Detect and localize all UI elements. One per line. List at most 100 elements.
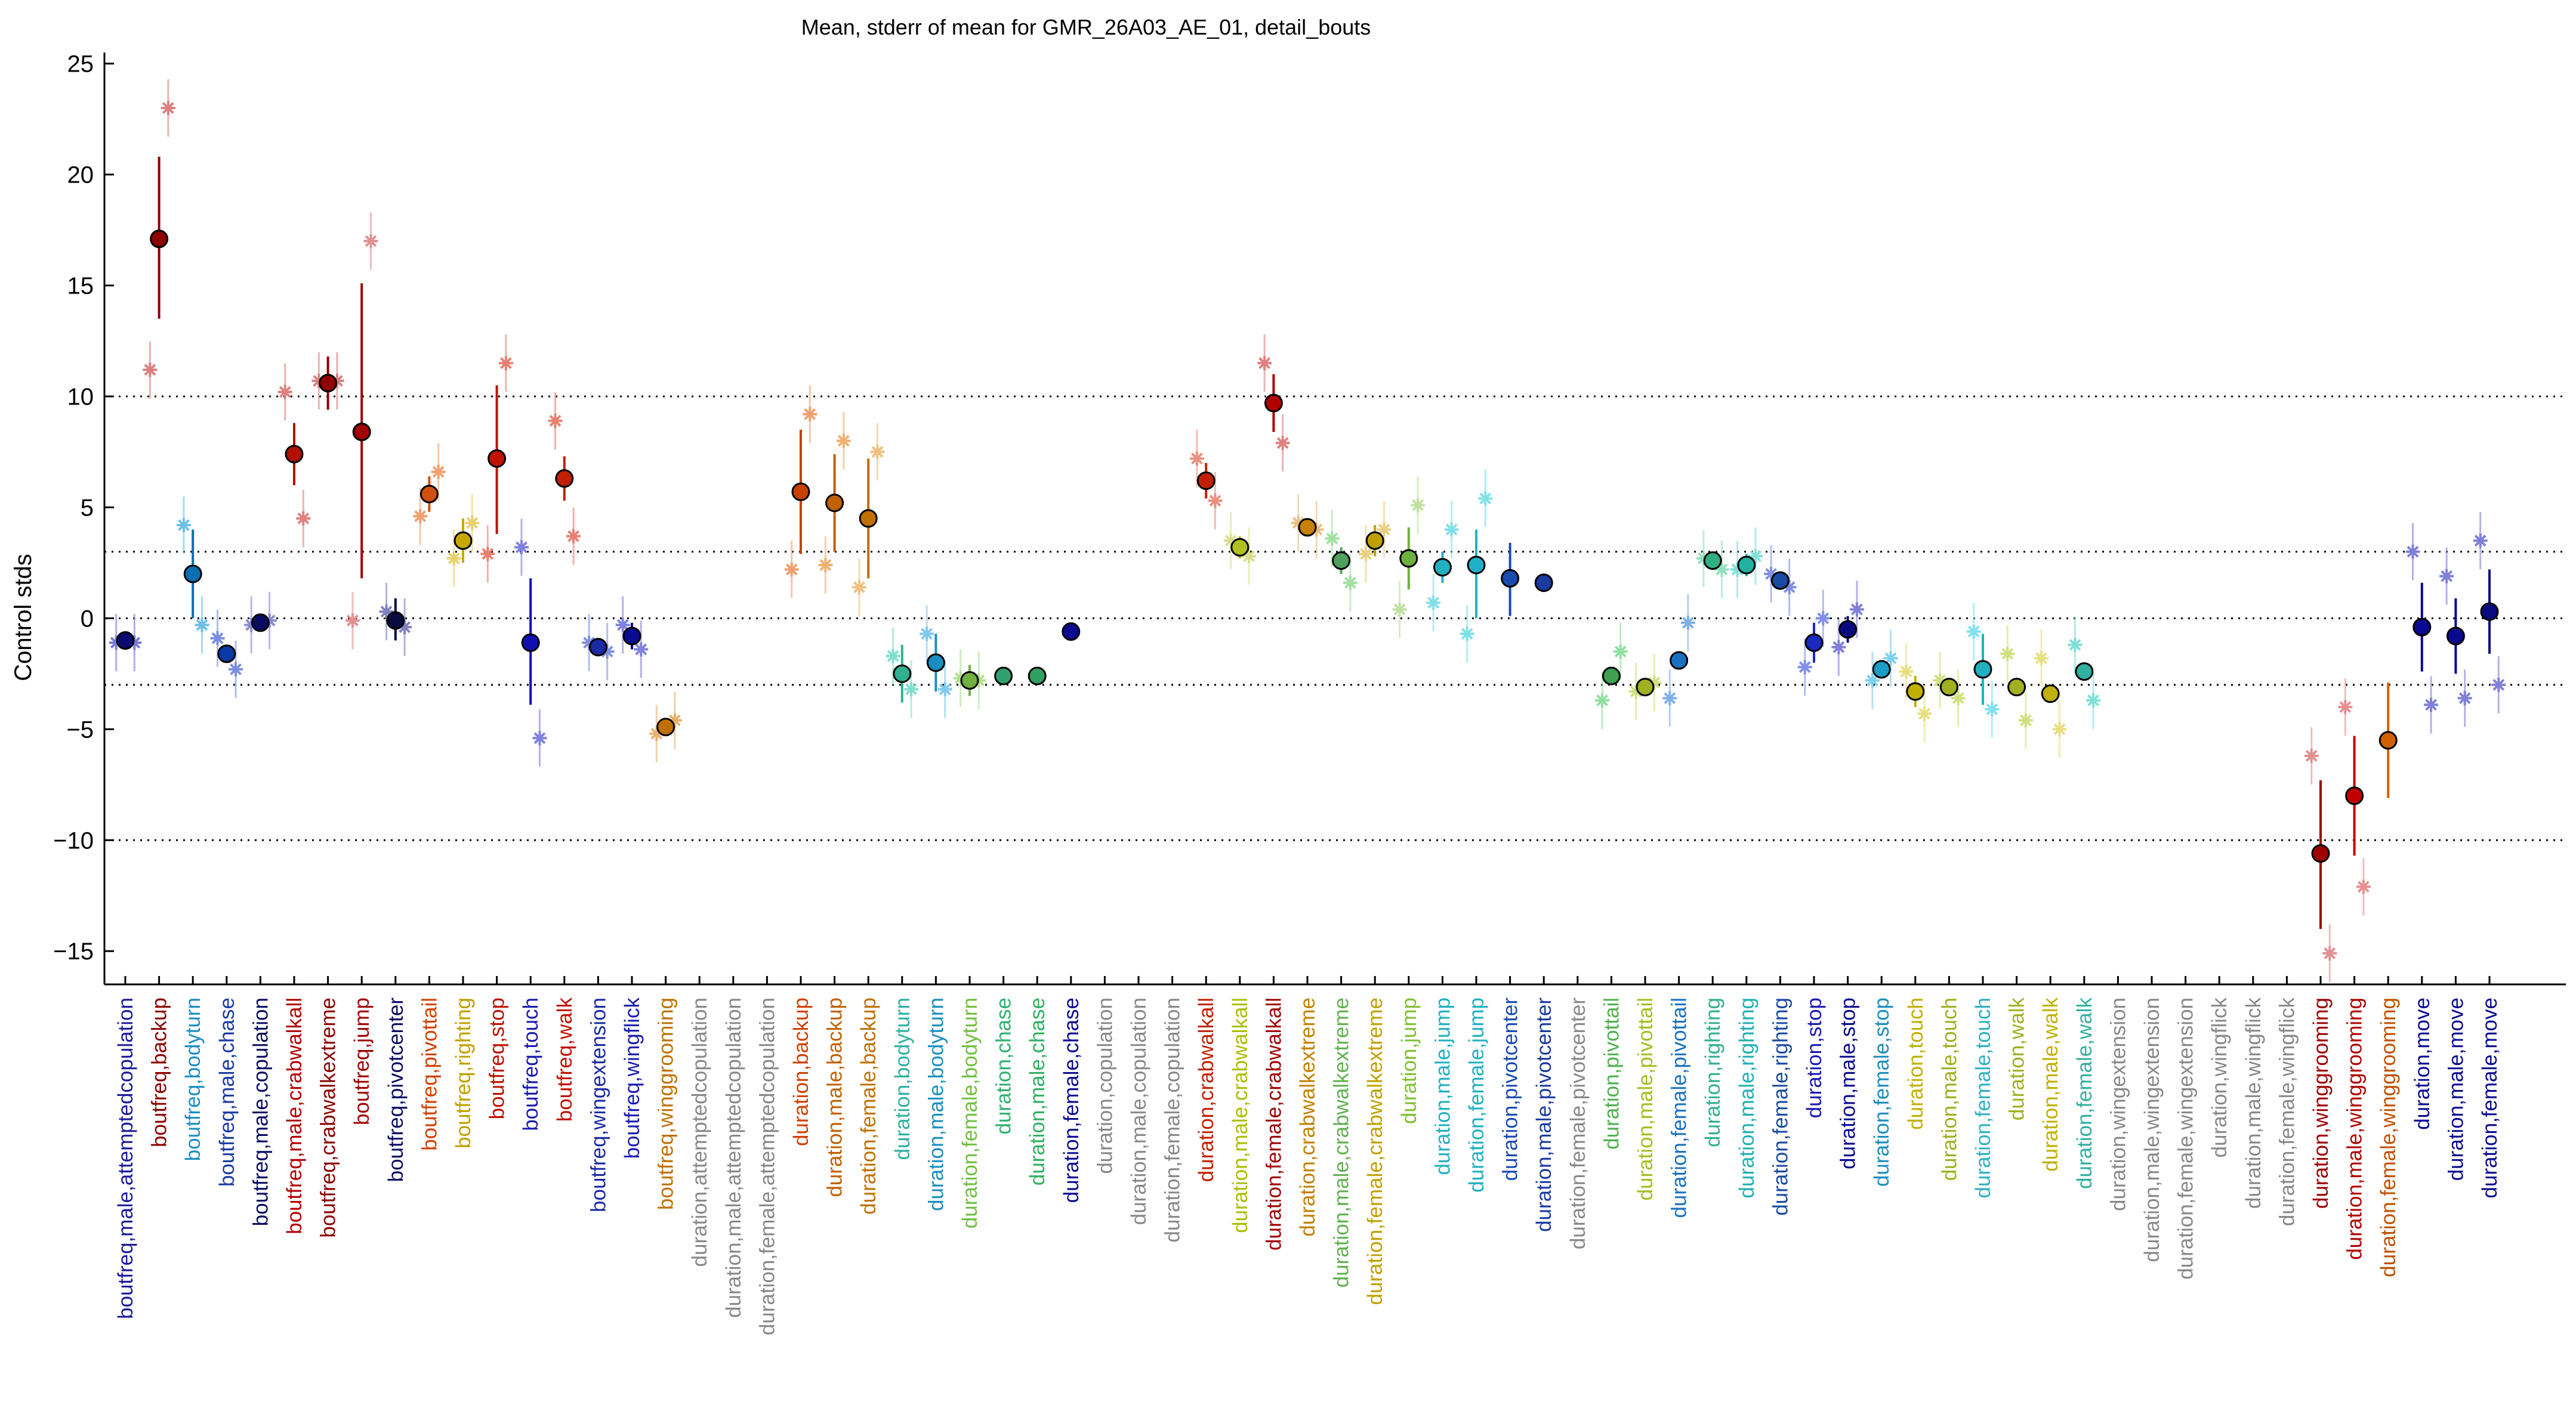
- mean-marker: [1196, 471, 1215, 490]
- sample-point: [296, 511, 311, 526]
- x-tick-label-part: boutfreq,: [384, 1100, 408, 1182]
- y-tick-label: −5: [66, 717, 94, 743]
- sample-point-stroke: [1986, 703, 1998, 715]
- sample-point-stroke: [1798, 661, 1811, 674]
- sample-point-stroke: [1461, 628, 1473, 640]
- x-tick-label: duration,male,wingextension: [2140, 998, 2164, 1262]
- sample-point: [2034, 651, 2049, 666]
- x-tick-label-part: chase: [215, 998, 239, 1053]
- sample-point: [2304, 748, 2319, 763]
- sample-point-stroke: [1427, 597, 1440, 609]
- mean-marker: [319, 373, 338, 393]
- x-tick-label-part: duration,female,copulation: [1161, 998, 1184, 1243]
- mean-marker: [1062, 622, 1081, 641]
- x-tick-label-part: duration,: [891, 1079, 914, 1160]
- x-tick-label: duration,male,walk: [2039, 998, 2062, 1172]
- x-tick-label: boutfreq,backup: [148, 998, 171, 1147]
- mean-marker: [2075, 662, 2094, 681]
- sample-point-stroke: [2035, 652, 2047, 665]
- sample-point-stroke: [466, 517, 479, 529]
- sample-point: [210, 631, 225, 646]
- x-tick-label-part: duration,female,: [958, 1079, 982, 1228]
- sample-point: [1917, 706, 1932, 721]
- x-tick-label-part: duration,male,copulation: [1127, 998, 1150, 1225]
- x-tick-label-part: pivotcenter: [384, 998, 408, 1100]
- sample-point-stroke: [1393, 603, 1406, 616]
- x-tick-label-part: duration,female,wingextension: [2174, 998, 2198, 1280]
- x-tick-label-part: duration,female,: [1870, 1037, 1893, 1187]
- x-axis-labels: boutfreq,male,attemptedcopulation boutfre…: [114, 976, 2501, 1335]
- sample-point-stroke: [533, 732, 546, 745]
- mean-marker: [1703, 551, 1722, 570]
- sample-point-stroke: [601, 646, 613, 658]
- x-tick-label: duration,righting: [1701, 998, 1724, 1147]
- mean-marker: [2378, 731, 2398, 750]
- sample-point-stroke: [2339, 701, 2352, 714]
- x-tick-label: duration,male,crabwalkall: [1229, 998, 1252, 1233]
- x-tick-label: boutfreq,bodyturn: [181, 998, 205, 1161]
- sample-point-stroke: [380, 606, 393, 618]
- sample-point-stroke: [1884, 652, 1897, 665]
- sample-point-stroke: [804, 408, 816, 421]
- mean-marker: [1298, 518, 1317, 537]
- x-tick-label-part: boutfreq,: [486, 1037, 509, 1119]
- sample-point-stroke: [1900, 665, 1912, 678]
- sample-point-stroke: [144, 363, 156, 376]
- sample-point: [2457, 691, 2472, 706]
- sample-point: [2356, 879, 2371, 894]
- sample-point: [413, 509, 428, 524]
- sample-point: [1242, 549, 1257, 564]
- x-tick-label: boutfreq,touch: [519, 998, 542, 1131]
- x-tick-label-part: touch: [519, 998, 542, 1049]
- mean-marker: [656, 718, 675, 737]
- mean-marker: [1264, 394, 1283, 413]
- x-tick-label-part: stop: [1837, 998, 1860, 1037]
- x-tick-label: duration,female,walk: [2073, 998, 2096, 1190]
- x-tick-label-part: righting: [1735, 998, 1759, 1066]
- y-tick-label: 5: [81, 495, 94, 521]
- sample-point-stroke: [365, 235, 377, 248]
- x-tick-label-part: bodyturn: [924, 998, 948, 1079]
- mean-marker: [1399, 549, 1418, 568]
- sample-point-stroke: [1918, 708, 1930, 720]
- mean-marker: [1230, 538, 1250, 557]
- mean-marker: [217, 644, 236, 663]
- y-tick-label: 25: [67, 51, 94, 78]
- x-tick-label-part: chase: [1060, 998, 1083, 1053]
- sample-point-stroke: [2407, 545, 2419, 558]
- sample-point-stroke: [2458, 692, 2471, 705]
- sample-point-stroke: [1258, 357, 1271, 369]
- x-tick-label-part: pivotcenter: [1499, 998, 1522, 1100]
- sample-point: [480, 546, 495, 561]
- y-axis: 25 20 15 10 5 0 −5 −10 −15: [53, 51, 2566, 986]
- sample-point-stroke: [1682, 616, 1694, 629]
- sample-point-stroke: [2357, 881, 2370, 893]
- mean-marker: [488, 449, 507, 468]
- x-tick-label-part: duration,male,: [1330, 1156, 1353, 1288]
- sample-point-stroke: [162, 102, 174, 114]
- x-tick-label: duration,female,bodyturn: [958, 998, 982, 1228]
- x-tick-label: duration,male,backup: [823, 998, 847, 1197]
- x-tick-label-part: attemptedcopulation: [114, 998, 137, 1185]
- sample-point-stroke: [1360, 548, 1372, 560]
- sample-point: [920, 626, 934, 641]
- sample-point: [852, 580, 866, 595]
- sample-point: [818, 558, 833, 573]
- x-tick-label-part: backup: [148, 998, 171, 1065]
- x-tick-label: duration,male,pivotcenter: [1532, 998, 1556, 1232]
- sample-point-stroke: [482, 548, 494, 560]
- x-tick-label-part: duration,male,: [1735, 1066, 1759, 1199]
- x-tick-label-part: walk: [553, 998, 576, 1040]
- x-tick-label-part: duration,male,: [823, 1065, 847, 1197]
- x-tick-label-part: duration,: [1701, 1066, 1724, 1147]
- x-tick-label: boutfreq,crabwalkextreme: [317, 998, 340, 1238]
- mean-marker: [1602, 666, 1621, 685]
- sample-point-stroke: [1952, 692, 1964, 705]
- sample-point: [1662, 691, 1677, 706]
- x-tick-label: duration,female,jump: [1465, 998, 1488, 1193]
- x-tick-label-part: walk: [2073, 998, 2096, 1040]
- sample-point: [784, 562, 799, 577]
- x-tick-label-part: touch: [1904, 998, 1927, 1049]
- reference-lines: [104, 395, 2566, 841]
- mean-marker: [521, 633, 540, 652]
